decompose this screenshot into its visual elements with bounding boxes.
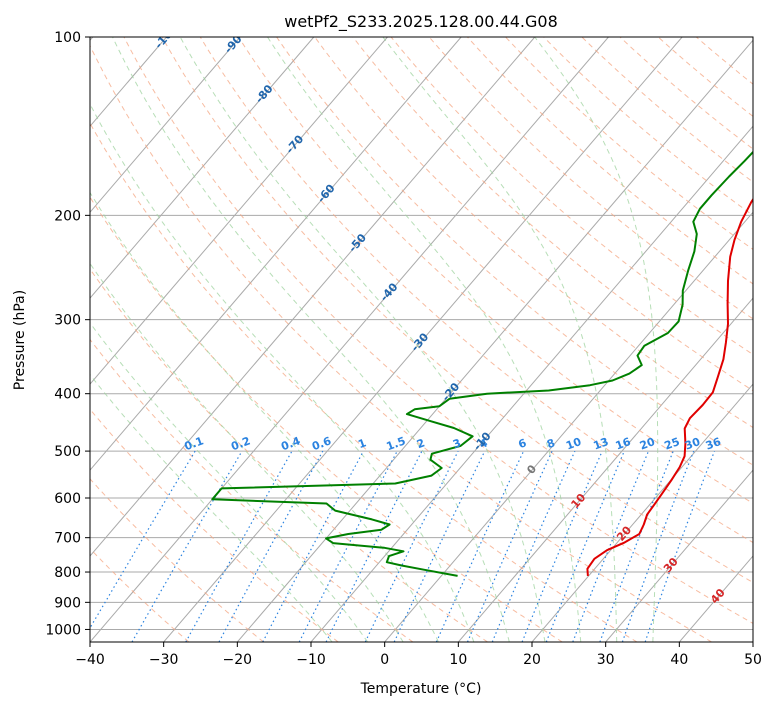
- x-tick-label: −20: [223, 652, 253, 668]
- y-tick-label: 900: [54, 595, 81, 611]
- moist-adiabat: [534, 37, 659, 642]
- isotherm-line: [90, 37, 609, 642]
- moist-adiabat: [90, 103, 475, 642]
- sounding-series: [211, 150, 753, 577]
- x-tick-label: 40: [670, 652, 688, 668]
- mixing-ratio-label: 30: [683, 435, 702, 453]
- dry-adiabat: [238, 37, 753, 505]
- moist-adiabat: [90, 191, 439, 642]
- y-tick-label: 1000: [45, 622, 81, 638]
- y-axis: 100 200 300 400 500 600 700 800 900 1000: [45, 30, 90, 638]
- mixing-ratio-label: 25: [663, 435, 682, 452]
- y-axis-title: Pressure (hPa): [12, 290, 28, 390]
- mixing-ratio-line: [572, 450, 650, 642]
- x-tick-label: 10: [449, 652, 467, 668]
- mixing-ratio-label: 6: [517, 436, 529, 451]
- y-tick-label: 200: [54, 208, 81, 224]
- chart-title: wetPf2_S233.2025.128.00.44.G08: [284, 12, 558, 32]
- y-tick-label: 300: [54, 313, 81, 329]
- x-tick-label: 20: [523, 652, 541, 668]
- mixing-ratio-line: [90, 450, 196, 630]
- dry-adiabat: [90, 196, 563, 642]
- dry-adiabat: [90, 44, 712, 642]
- dry-adiabat: [90, 478, 264, 642]
- mixing-ratio-label: 13: [592, 435, 611, 452]
- mixing-ratio-label: 2: [415, 436, 427, 451]
- moist-adiabat: [112, 37, 510, 642]
- moist-adiabat: [267, 37, 582, 642]
- isotherm-line: [531, 383, 753, 642]
- mixing-ratio-label: 0.6: [310, 434, 333, 453]
- isotherm-line: [163, 37, 683, 642]
- mixing-ratio-label: 1.5: [385, 434, 408, 453]
- y-tick-label: 100: [54, 30, 81, 46]
- mixing-ratio-label: 8: [545, 436, 557, 451]
- y-tick-label: 600: [54, 491, 81, 507]
- moist-adiabat: [90, 373, 333, 642]
- mixing-ratio-line: [599, 450, 674, 642]
- dry-adiabat: [352, 37, 753, 392]
- mixing-ratio-label: 10: [564, 435, 583, 453]
- dry-adiabat: [199, 37, 753, 544]
- mixing-ratio-label: 36: [704, 435, 723, 453]
- isotherm-line: [384, 211, 753, 642]
- y-tick-label: 800: [54, 565, 81, 581]
- y-tick-label: 700: [54, 531, 81, 547]
- y-tick-label: 400: [54, 387, 81, 403]
- mixing-ratio-label: 0.2: [229, 434, 252, 453]
- mixing-ratio-label: 16: [614, 435, 633, 453]
- mixing-ratio-line: [131, 450, 243, 642]
- isotherm-line: [90, 37, 315, 299]
- mixing-ratio-label: 0.4: [279, 434, 302, 453]
- mixing-ratio-line: [393, 450, 486, 642]
- isotherm-line: [236, 39, 753, 642]
- dry-adiabat: [123, 37, 753, 624]
- x-axis: −40 −30 −20 −10 0 10 20 30 40 50: [75, 642, 762, 668]
- dry-adiabat: [428, 37, 753, 320]
- mixing-ratio-line: [262, 450, 364, 642]
- temperature-profile: [586, 197, 753, 576]
- mixing-ratio-label: 20: [638, 435, 657, 453]
- x-tick-label: 0: [380, 652, 389, 668]
- dry-adiabat: [90, 408, 339, 642]
- dry-adiabat: [90, 338, 414, 642]
- mixing-ratio-label: 4: [478, 436, 490, 451]
- mixing-ratio-line: [435, 450, 525, 642]
- mixing-ratio-label: 3: [451, 436, 463, 451]
- isotherm-line: [90, 37, 241, 213]
- isotherm-line: [90, 37, 388, 385]
- dry-adiabat: [90, 122, 638, 642]
- mixing-ratio-label: 1: [356, 436, 368, 451]
- x-tick-label: 30: [597, 652, 615, 668]
- mixing-ratio-line: [364, 450, 459, 642]
- x-tick-label: −10: [296, 652, 326, 668]
- isotherm-line: [457, 297, 753, 642]
- dewpoint-profile: [211, 150, 753, 577]
- isotherm-line: [90, 37, 462, 471]
- x-axis-title: Temperature (°C): [360, 681, 482, 697]
- mixing-ratio-label: 0.1: [183, 434, 206, 453]
- x-tick-label: −30: [149, 652, 179, 668]
- mixing-ratio-line: [218, 450, 324, 642]
- x-tick-label: −40: [75, 652, 105, 668]
- y-tick-label: 500: [54, 444, 81, 460]
- dry-adiabat: [314, 37, 753, 429]
- isotherm-line: [605, 469, 753, 642]
- isotherm-line: [90, 37, 536, 557]
- plot-frame: [89, 36, 754, 643]
- x-tick-label: 50: [744, 652, 762, 668]
